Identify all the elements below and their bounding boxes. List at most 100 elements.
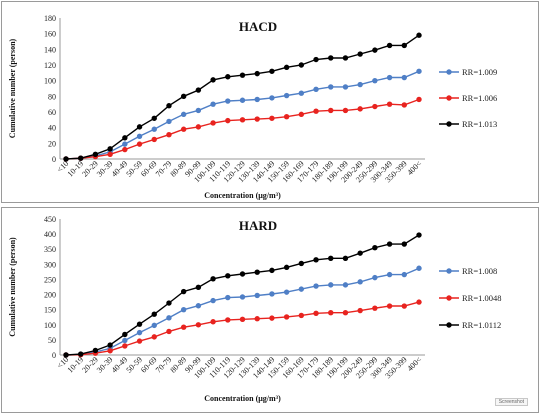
data-point [166, 315, 172, 321]
data-point [313, 108, 319, 114]
x-axis-label: Concentration (μg/m³) [204, 191, 281, 200]
data-point [416, 96, 422, 103]
data-point [225, 273, 231, 279]
x-tick-label: 40-49 [110, 355, 130, 375]
data-point [372, 305, 378, 311]
data-point [210, 77, 216, 83]
y-tick-label: 40 [48, 124, 56, 133]
hard-chart: HARD050100150200250300350400450<1010-192… [8, 215, 502, 403]
data-point [401, 42, 407, 49]
x-tick-label: 10-19 [66, 159, 86, 179]
data-point [372, 274, 378, 281]
data-point [372, 47, 378, 53]
data-point [107, 342, 113, 348]
data-point [357, 279, 363, 285]
y-tick-label: 60 [48, 108, 56, 117]
data-point [122, 135, 128, 141]
y-tick-label: 50 [48, 336, 56, 345]
data-point [269, 95, 275, 101]
data-point [107, 348, 113, 354]
data-point [195, 87, 202, 93]
data-point [166, 118, 172, 125]
data-point [386, 101, 393, 107]
y-tick-label: 0 [52, 155, 56, 164]
data-point [122, 331, 128, 338]
data-point [342, 107, 349, 114]
data-point [372, 245, 378, 251]
data-point [78, 351, 84, 357]
data-point [269, 115, 275, 121]
series-line-1 [65, 70, 420, 160]
y-tick-label: 0 [52, 351, 56, 360]
data-point [313, 86, 319, 92]
data-point [136, 141, 143, 147]
y-tick-label: 20 [48, 139, 56, 148]
data-point [298, 62, 305, 68]
data-point [298, 286, 305, 292]
data-point [283, 92, 290, 99]
data-point [269, 68, 275, 74]
data-point [357, 106, 363, 112]
data-point [328, 309, 334, 316]
y-tick-label: 350 [44, 245, 56, 254]
data-point [151, 322, 157, 329]
legend-label: RR=1.0048 [462, 293, 502, 303]
x-tick-label: 400< [405, 159, 423, 177]
data-point [357, 250, 363, 256]
data-point [210, 319, 216, 325]
data-point [313, 257, 319, 263]
data-point [298, 111, 305, 118]
data-point [63, 352, 69, 358]
data-point [386, 303, 393, 309]
data-point [401, 271, 407, 278]
data-point [166, 132, 172, 138]
data-point [254, 292, 260, 299]
data-point [313, 310, 319, 316]
x-tick-label: 10-19 [66, 355, 86, 375]
x-tick-label: 60-69 [139, 159, 159, 179]
data-point [254, 316, 260, 322]
data-point [151, 136, 157, 143]
data-point [328, 84, 334, 90]
data-point [180, 306, 187, 313]
data-point [136, 338, 143, 344]
data-point [372, 103, 378, 110]
data-point [122, 141, 128, 147]
data-point [254, 96, 260, 103]
data-point [298, 90, 305, 96]
legend-marker [446, 95, 452, 101]
data-point [328, 255, 334, 261]
x-tick-label: 70-79 [154, 159, 174, 179]
data-point [92, 347, 99, 354]
data-point [122, 146, 128, 153]
data-point [210, 297, 216, 304]
data-point [401, 102, 407, 108]
data-point [269, 267, 275, 274]
data-point [313, 56, 319, 63]
y-tick-label: 300 [44, 260, 56, 269]
data-point [313, 283, 319, 289]
legend-marker [446, 69, 452, 75]
data-point [342, 84, 349, 90]
x-tick-label: 20-29 [80, 355, 100, 375]
data-point [386, 271, 393, 278]
data-point [210, 120, 216, 126]
data-point [136, 329, 143, 336]
chart-title: HACD [239, 19, 277, 34]
data-point [357, 81, 363, 88]
data-point [122, 343, 128, 349]
y-tick-label: 400 [44, 230, 56, 239]
legend-marker [446, 295, 452, 301]
data-point [225, 294, 231, 301]
data-point [386, 74, 393, 81]
data-point [195, 124, 202, 130]
data-point [269, 291, 275, 297]
x-tick-label: 20-29 [80, 159, 100, 179]
data-point [225, 117, 231, 124]
data-point [254, 116, 260, 122]
x-axis-label: Concentration (μg/m³) [204, 394, 281, 403]
data-point [195, 322, 202, 328]
data-point [180, 93, 187, 100]
data-point [210, 101, 216, 107]
data-point [239, 117, 246, 123]
